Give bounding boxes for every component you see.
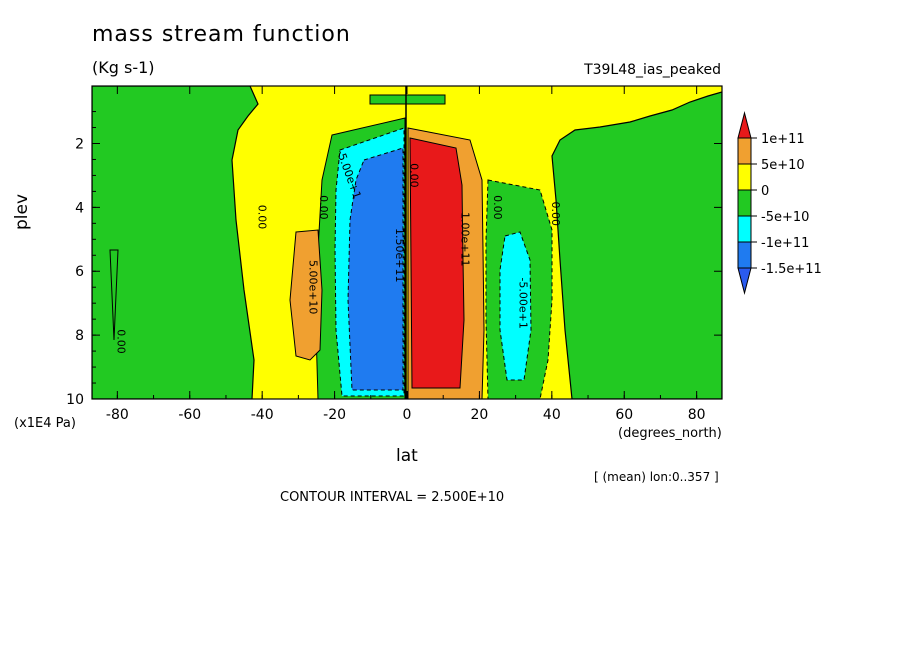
colorbar-top-arrow [737, 111, 752, 139]
x-tick-label-5: 20 [470, 407, 488, 423]
contour-label-6: 0.00 [317, 195, 330, 220]
contour-label-2: 1.00e+11 [458, 212, 471, 266]
southern-thin-contour [109, 249, 119, 341]
colorbar-segment-2 [737, 163, 752, 191]
colorbar-label-5: -1.5e+11 [761, 262, 822, 277]
x-tick-label-8: 80 [688, 407, 706, 423]
southern-negative-region [92, 86, 259, 399]
x-tick-label-2: -40 [251, 407, 274, 423]
contour-label-5: 0.00 [256, 205, 269, 230]
y-tick-label-4: 10 [66, 392, 84, 408]
x-tick-label-4: 0 [403, 407, 412, 423]
x-tick-label-3: -20 [323, 407, 346, 423]
colorbar-segment-5 [737, 241, 752, 269]
x-axis-ticks: -80 -60 -40 -20 0 20 40 60 80 [106, 86, 706, 423]
northern-hadley-core [409, 137, 465, 389]
x-tick-label-6: 40 [543, 407, 561, 423]
contour-label-9: 0.00 [549, 202, 562, 227]
colorbar-segment-3 [737, 189, 752, 217]
colorbar: 1e+11 5e+10 0 -5e+10 -1e+11 -1.5e+11 [737, 111, 822, 295]
colorbar-label-3: -5e+10 [761, 210, 809, 225]
colorbar-segment-4 [737, 215, 752, 243]
x-tick-label-1: -60 [178, 407, 201, 423]
colorbar-label-2: 0 [761, 184, 769, 199]
contour-label-8: 0.00 [491, 195, 504, 220]
chart-title: mass stream function [92, 22, 351, 47]
contour-label-3: 1.50e+11 [393, 228, 406, 282]
top-green-region [369, 94, 446, 105]
x-axis-units: (degrees_north) [618, 426, 722, 441]
southern-subtropical-core [289, 229, 323, 361]
y-tick-label-0: 2 [75, 136, 84, 152]
y-tick-label-1: 4 [75, 200, 84, 216]
colorbar-label-0: 1e+11 [761, 132, 805, 147]
colorbar-bottom-arrow [737, 267, 752, 295]
contour-label-7: 0.00 [114, 329, 127, 354]
contour-label-0: 5.00e+10 [306, 260, 319, 314]
x-tick-label-7: 60 [615, 407, 633, 423]
colorbar-label-4: -1e+11 [761, 236, 809, 251]
y-tick-label-2: 6 [75, 264, 84, 280]
y-axis-ticks: 2 4 6 8 10 [66, 111, 722, 408]
chart-units: (Kg s-1) [92, 58, 155, 77]
northern-subtropical-core [499, 231, 532, 381]
colorbar-label-1: 5e+10 [761, 158, 805, 173]
x-axis-label: lat [396, 446, 418, 466]
y-tick-label-3: 8 [75, 328, 84, 344]
northern-negative-region [551, 91, 722, 399]
contour-label-4: -5.00e+1 [516, 277, 529, 328]
colorbar-segment-1 [737, 137, 752, 165]
experiment-label: T39L48_ias_peaked [584, 62, 721, 78]
contour-interval-label: CONTOUR INTERVAL = 2.500E+10 [280, 490, 505, 505]
y-axis-label: plev [12, 193, 32, 230]
averaging-note: [ (mean) lon:0..357 ] [594, 470, 719, 484]
y-axis-units: (x1E4 Pa) [14, 416, 76, 431]
southern-hadley-core [347, 147, 404, 391]
contour-label-10: 0.00 [408, 163, 421, 188]
x-tick-label-0: -80 [106, 407, 129, 423]
